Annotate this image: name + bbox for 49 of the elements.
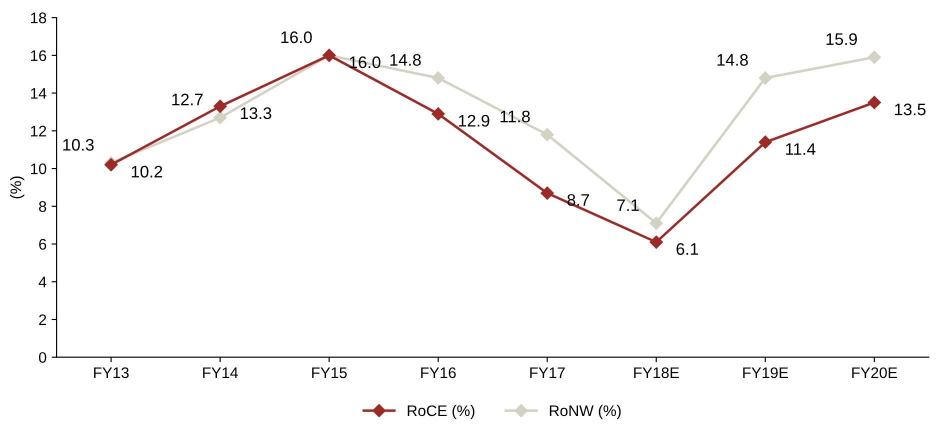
x-tick-label: FY15	[312, 367, 347, 378]
data-label: 8.7	[567, 194, 590, 206]
y-tick-label: 18	[31, 12, 46, 24]
data-label: 14.8	[390, 54, 421, 66]
point	[432, 71, 445, 85]
x-tick-label: FY13	[94, 367, 129, 378]
x-tick-label: FY16	[421, 367, 456, 378]
y-tick-label: 4	[38, 276, 46, 288]
y-tick-label: 10	[31, 163, 46, 174]
data-label: 10.2	[132, 166, 162, 178]
y-tick-label: 14	[31, 88, 46, 99]
data-label: 11.4	[786, 143, 816, 155]
y-tick-label: 16	[31, 50, 46, 62]
data-label: 12.9	[458, 114, 490, 127]
point	[758, 136, 772, 149]
data-label: 10.3	[63, 138, 94, 151]
point	[758, 71, 772, 85]
data-label: 13.3	[240, 107, 272, 120]
point	[540, 128, 554, 142]
data-label: 14.8	[717, 54, 748, 66]
point	[650, 236, 663, 249]
legend-label: RoCE (%)	[408, 404, 474, 420]
x-tick-label: FY14	[203, 367, 238, 378]
data-label: 16.0	[350, 56, 380, 68]
legend-label: RoNW (%)	[550, 404, 621, 420]
data-label: 12.7	[172, 94, 203, 106]
point	[540, 186, 554, 200]
y-tick-label: 8	[39, 201, 46, 212]
point	[432, 107, 445, 120]
data-label: 13.5	[895, 104, 926, 116]
x-tick-label: FY19E	[743, 367, 788, 378]
data-label: 7.1	[617, 199, 639, 211]
y-axis-title: (%)	[10, 176, 24, 198]
data-label: 6.1	[676, 243, 698, 255]
y-tick-label: 12	[31, 126, 46, 136]
x-tick-label: FY17	[530, 367, 565, 378]
y-tick-label: 2	[39, 314, 46, 326]
y-tick-label: 6	[39, 238, 46, 250]
data-label: 16.0	[281, 31, 312, 44]
x-tick-label: FY20E	[852, 367, 898, 378]
point	[214, 100, 227, 113]
y-tick-label: 0	[38, 352, 46, 363]
point	[650, 216, 663, 230]
data-label: 11.8	[500, 110, 530, 122]
x-tick-label: FY18E	[634, 367, 679, 378]
data-label: 15.9	[826, 33, 857, 46]
point	[214, 111, 227, 124]
point	[868, 50, 881, 64]
point	[868, 96, 881, 110]
